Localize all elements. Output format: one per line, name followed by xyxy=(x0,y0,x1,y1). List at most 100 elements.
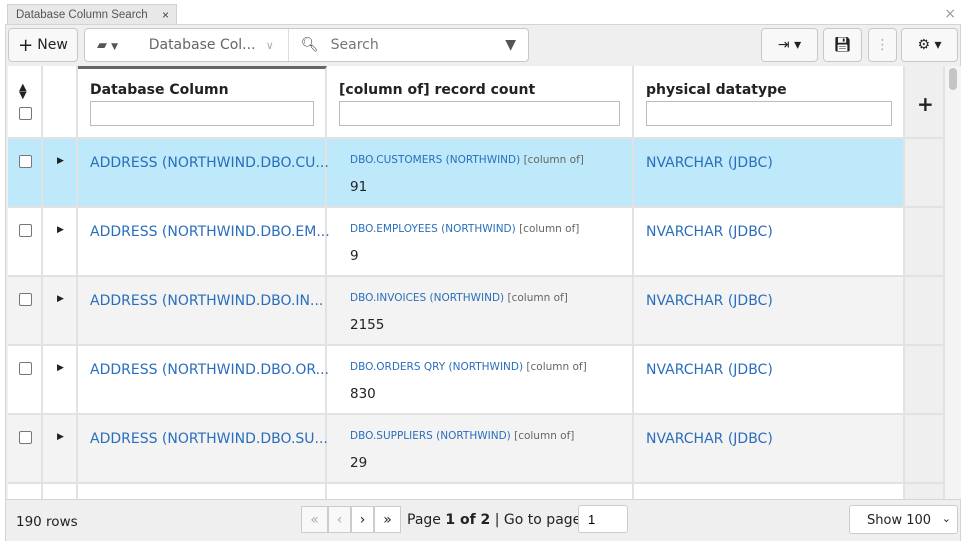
row-checkbox[interactable] xyxy=(19,431,32,444)
database-column-cell: ADDRESS (NORTHWIND.DBO.SU... xyxy=(78,415,328,482)
expand-cell: ▶ xyxy=(43,139,78,206)
chevron-down-icon: ⌄ xyxy=(941,512,951,525)
row-checkbox[interactable] xyxy=(19,293,32,306)
tab-database-column-search[interactable]: Database Column Search × xyxy=(7,4,177,25)
tab-title: Database Column Search xyxy=(16,9,148,21)
new-label: New xyxy=(37,37,68,53)
column-link[interactable]: ADDRESS (NORTHWIND.DBO.EM... xyxy=(90,224,330,240)
chevron-down-icon: ∨ xyxy=(265,38,274,52)
column-title: physical datatype xyxy=(646,82,787,98)
expand-cell: ▶ xyxy=(43,346,78,413)
column-title: [column of] record count xyxy=(339,82,536,98)
expand-cell: ▶ xyxy=(43,208,78,275)
filter-icon[interactable]: ▼ xyxy=(505,37,516,53)
column-header-record-count[interactable]: [column of] record count xyxy=(327,66,634,139)
more-button[interactable]: ⋮ xyxy=(868,28,897,62)
parent-table-link[interactable]: DBO.EMPLOYEES (NORTHWIND) xyxy=(350,223,516,235)
vertical-scrollbar[interactable] xyxy=(945,66,961,499)
record-count: 2155 xyxy=(350,317,385,333)
window-close-icon[interactable]: × xyxy=(944,6,956,22)
database-column-cell: ADDRESS (NORTHWIND.DBO.OR... xyxy=(78,346,329,413)
search-icon: 🔍︎ xyxy=(300,37,319,53)
gear-icon: ⚙ ▾ xyxy=(917,37,942,53)
table-row[interactable]: ▶ ADDRESS (NORTHWIND.DBO.IN... DBO.INVOI… xyxy=(8,277,945,346)
save-button[interactable]: 💾︎ xyxy=(823,28,862,62)
database-column-cell: ADDRESS (NORTHWIND.DBO.EM... xyxy=(78,208,330,275)
scrollbar-thumb[interactable] xyxy=(949,68,957,90)
expand-caret-icon[interactable]: ▶ xyxy=(57,225,64,235)
last-page-button[interactable]: » xyxy=(374,506,401,533)
sort-icon[interactable]: ▲ ▼ xyxy=(19,82,27,101)
spacer-cell xyxy=(905,277,945,344)
goto-label: | Go to page: xyxy=(494,512,586,528)
column-filter-input[interactable] xyxy=(339,101,620,126)
database-column-cell: ADDRESS (NORTHWIND.DBO.CU... xyxy=(78,139,329,206)
expand-caret-icon[interactable]: ▶ xyxy=(57,156,64,166)
datatype-link[interactable]: NVARCHAR (JDBC) xyxy=(646,431,773,447)
datatype-link[interactable]: NVARCHAR (JDBC) xyxy=(646,362,773,378)
select-cell xyxy=(8,415,43,482)
export-button[interactable]: ⇥ ▾ xyxy=(761,28,818,62)
row-checkbox[interactable] xyxy=(19,224,32,237)
next-page-button[interactable]: › xyxy=(351,506,374,533)
parent-table-link[interactable]: DBO.SUPPLIERS (NORTHWIND) xyxy=(350,430,511,442)
column-link[interactable]: ADDRESS (NORTHWIND.DBO.IN... xyxy=(90,293,324,309)
main-panel: +New ▰ ▼ Database Col...∨ 🔍︎ ▼ ⇥ ▾ 💾︎ ⋮ … xyxy=(5,24,961,541)
column-filter-input[interactable] xyxy=(646,101,892,126)
view-select[interactable]: Database Col... ∨ xyxy=(139,29,289,61)
search-input[interactable] xyxy=(330,37,506,53)
datatype-cell: NVARCHAR (JDBC) xyxy=(634,415,905,482)
expand-caret-icon[interactable]: ▶ xyxy=(57,363,64,373)
column-of-tag: [column of] xyxy=(519,223,580,235)
column-of-tag: [column of] xyxy=(526,361,587,373)
datatype-link[interactable]: NVARCHAR (JDBC) xyxy=(646,293,773,309)
table-row[interactable]: ▶ ADDRESS (NORTHWIND.DBO.OR... DBO.ORDER… xyxy=(8,346,945,415)
table-row[interactable]: ▶ ADDRESS (NORTHWIND.DBO.CU... DBO.CUSTO… xyxy=(8,139,945,208)
search-bar: ▰ ▼ Database Col... ∨ 🔍︎ ▼ xyxy=(84,28,529,62)
parent-table-link[interactable]: DBO.ORDERS QRY (NORTHWIND) xyxy=(350,361,524,373)
record-count-cell: DBO.ORDERS QRY (NORTHWIND) [column of] 83… xyxy=(327,346,634,413)
expand-caret-icon[interactable]: ▶ xyxy=(57,294,64,304)
spacer-cell xyxy=(905,208,945,275)
page-size-select[interactable]: Show 100 ⌄ xyxy=(849,505,958,534)
parent-table-link[interactable]: DBO.CUSTOMERS (NORTHWIND) xyxy=(350,154,521,166)
column-link[interactable]: ADDRESS (NORTHWIND.DBO.OR... xyxy=(90,362,329,378)
column-link[interactable]: ADDRESS (NORTHWIND.DBO.CU... xyxy=(90,155,329,171)
expand-cell: ▶ xyxy=(43,277,78,344)
record-count-cell: DBO.INVOICES (NORTHWIND) [column of] 2155 xyxy=(327,277,634,344)
spacer-cell xyxy=(905,139,945,206)
datatype-link[interactable]: NVARCHAR (JDBC) xyxy=(646,224,773,240)
plus-icon: + xyxy=(18,34,34,56)
add-column-button[interactable]: + xyxy=(905,66,945,139)
row-checkbox[interactable] xyxy=(19,155,32,168)
results-grid: ▲ ▼ Database Column [column of] record co… xyxy=(8,66,945,499)
select-all-checkbox[interactable] xyxy=(19,107,32,120)
column-header-database-column[interactable]: Database Column xyxy=(78,66,327,139)
table-row[interactable]: ▶ ADDRESS (NORTHWIND.DBO.EM... DBO.EMPLO… xyxy=(8,208,945,277)
prev-page-button[interactable]: ‹ xyxy=(328,506,351,533)
column-link[interactable]: ADDRESS (NORTHWIND.DBO.SU... xyxy=(90,431,328,447)
goto-page-input[interactable] xyxy=(578,505,628,533)
parent-table-link[interactable]: DBO.INVOICES (NORTHWIND) xyxy=(350,292,505,304)
record-count: 830 xyxy=(350,386,376,402)
column-filter-input[interactable] xyxy=(90,101,314,126)
first-page-button[interactable]: « xyxy=(301,506,328,533)
expand-caret-icon[interactable]: ▶ xyxy=(57,432,64,442)
datatype-link[interactable]: NVARCHAR (JDBC) xyxy=(646,155,773,171)
page-number: 1 of 2 xyxy=(445,512,491,528)
select-cell xyxy=(8,208,43,275)
record-count-cell: DBO.EMPLOYEES (NORTHWIND) [column of] 9 xyxy=(327,208,634,275)
page-prefix: Page xyxy=(407,512,441,528)
settings-button[interactable]: ⚙ ▾ xyxy=(901,28,958,62)
tab-close-icon[interactable]: × xyxy=(161,8,169,22)
row-count: 190 rows xyxy=(16,514,78,530)
page-info: Page 1 of 2 | Go to page: xyxy=(407,512,586,528)
column-header-physical-datatype[interactable]: physical datatype xyxy=(634,66,905,139)
row-checkbox[interactable] xyxy=(19,362,32,375)
record-count: 91 xyxy=(350,179,368,195)
datatype-cell: NVARCHAR (JDBC) xyxy=(634,346,905,413)
record-count-cell: DBO.SUPPLIERS (NORTHWIND) [column of] 29 xyxy=(327,415,634,482)
folder-dropdown[interactable]: ▰ ▼ xyxy=(97,37,119,53)
new-button[interactable]: + New xyxy=(8,28,78,62)
table-row[interactable]: ▶ ADDRESS (NORTHWIND.DBO.SU... DBO.SUPPL… xyxy=(8,415,945,484)
